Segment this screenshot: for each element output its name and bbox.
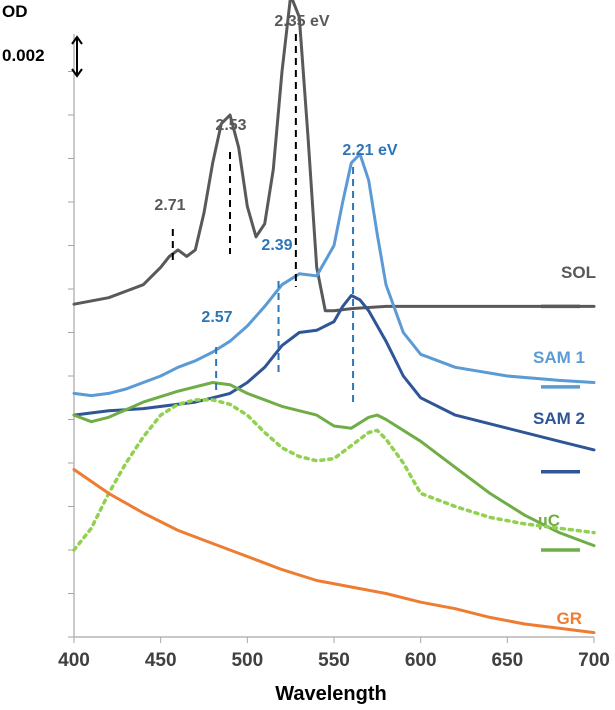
series-line-c-dotted	[72, 398, 596, 552]
x-tick-label: 500	[231, 650, 263, 671]
series-layer: SOL SAM 1 SAM 2 µC GR	[72, 0, 596, 635]
peak-label: 2.57	[201, 309, 232, 326]
series-line-gr	[72, 468, 596, 635]
x-tick-label: 550	[318, 650, 350, 671]
series-label-gr: GR	[557, 609, 583, 628]
scale-bar-arrow-up	[71, 35, 83, 45]
x-tick-label: 650	[491, 650, 523, 671]
series-line-sam-1	[72, 152, 596, 398]
x-axis-label: Wavelength	[275, 683, 387, 705]
series-label-sam-1: SAM 1	[533, 348, 585, 367]
peak-label: 2.21 eV	[342, 142, 397, 159]
peak-label: 2.71	[154, 197, 185, 214]
peak-label: 2.39	[261, 237, 292, 254]
x-tick-label: 700	[578, 650, 610, 671]
x-tick-label: 600	[405, 650, 437, 671]
series-line-sam-2	[72, 294, 596, 452]
scale-bar-arrow-down	[71, 68, 83, 78]
series-label-c: µC	[538, 511, 560, 530]
axes: 400 450 500 550 600 650 700	[58, 34, 610, 671]
y-axis-label: OD	[2, 2, 28, 21]
series-line-sol	[72, 0, 596, 313]
series-label-sol: SOL	[561, 263, 596, 282]
series-label-sam-2: SAM 2	[533, 409, 585, 428]
peak-label: 2.53	[215, 117, 246, 134]
scale-bar-label: 0.002	[2, 46, 45, 65]
annotation-layer: 2.71 2.53 2.35 eV 2.57 2.39 2.21 eV	[154, 13, 398, 404]
x-tick-label: 450	[145, 650, 177, 671]
peak-label: 2.35 eV	[274, 13, 329, 30]
x-tick-label: 400	[58, 650, 90, 671]
series-line-c	[72, 381, 596, 548]
